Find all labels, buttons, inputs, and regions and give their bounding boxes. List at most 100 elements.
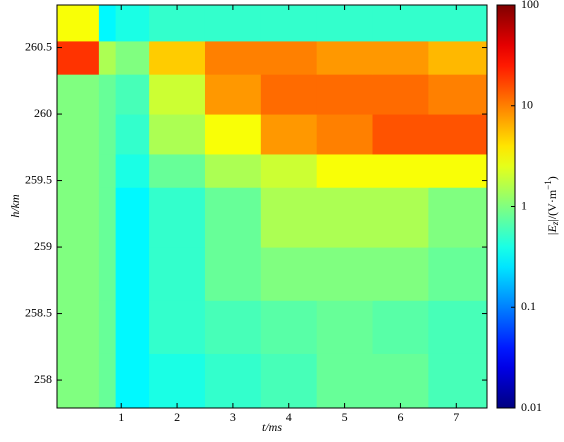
heat-cell xyxy=(98,153,117,188)
heat-cell xyxy=(428,247,488,301)
heat-cell xyxy=(149,5,206,42)
heat-cell xyxy=(204,74,262,115)
x-axis-label: t/ms xyxy=(262,420,282,434)
heat-cell xyxy=(372,153,429,188)
heat-cell xyxy=(115,353,150,409)
colorbar-label-part: ) xyxy=(545,176,559,180)
heat-cell xyxy=(260,353,318,409)
heat-cell xyxy=(115,187,150,248)
y-tick-label: 258 xyxy=(34,372,52,386)
heatmap xyxy=(57,5,488,409)
heat-cell xyxy=(57,300,100,354)
heat-cell xyxy=(260,300,318,354)
heat-cell xyxy=(316,5,374,42)
x-tick-label: 4 xyxy=(286,410,292,424)
colorbar-label-part: |E xyxy=(545,224,559,235)
y-axis-label: h/km xyxy=(8,194,22,218)
y-tick-label: 259.5 xyxy=(25,172,52,186)
colorbar-tick-label: 100 xyxy=(521,0,539,11)
heat-cell xyxy=(372,247,429,301)
heat-cell xyxy=(57,247,100,301)
heat-cell xyxy=(115,5,150,42)
heat-cell xyxy=(57,187,100,248)
heat-cell xyxy=(428,187,488,248)
y-tick-label: 259 xyxy=(34,239,52,253)
colorbar-tick-label: 1 xyxy=(521,198,527,212)
heat-cell xyxy=(204,153,262,188)
heat-cell xyxy=(98,74,117,115)
y-tick-label: 258.5 xyxy=(25,305,52,319)
heat-cell xyxy=(316,74,374,115)
heat-cell xyxy=(316,153,374,188)
heat-cell xyxy=(115,300,150,354)
heat-cell xyxy=(260,74,318,115)
heat-cell xyxy=(57,353,100,409)
heat-cell xyxy=(98,114,117,155)
heat-cell xyxy=(372,5,429,42)
heat-cell xyxy=(115,40,150,75)
x-tick-label: 7 xyxy=(453,410,459,424)
heat-cell xyxy=(57,40,100,75)
colorbar-label-part: −1 xyxy=(543,180,553,190)
heat-cell xyxy=(428,300,488,354)
colorbar-label-part: |/(V·m xyxy=(545,189,559,221)
heat-cell xyxy=(149,40,206,75)
x-tick-label: 1 xyxy=(118,410,124,424)
heat-cell xyxy=(316,300,374,354)
heat-cell xyxy=(260,187,318,248)
heat-cell xyxy=(149,74,206,115)
heat-cell xyxy=(204,114,262,155)
heat-cell xyxy=(57,114,100,155)
heat-cell xyxy=(372,40,429,75)
heat-cell xyxy=(149,187,206,248)
heat-cell xyxy=(115,247,150,301)
heat-cell xyxy=(428,353,488,409)
heat-cell xyxy=(428,114,488,155)
y-tick-label: 260.5 xyxy=(25,39,52,53)
heat-cell xyxy=(204,247,262,301)
heat-cell xyxy=(98,5,117,42)
heat-cell xyxy=(316,247,374,301)
x-tick-label: 3 xyxy=(230,410,236,424)
heat-cell xyxy=(115,74,150,115)
x-tick-label: 2 xyxy=(174,410,180,424)
heat-cell xyxy=(260,114,318,155)
heat-cell xyxy=(260,153,318,188)
heat-cell xyxy=(149,300,206,354)
heat-cell xyxy=(204,353,262,409)
colorbar-tick-label: 0.1 xyxy=(521,299,536,313)
heat-cell xyxy=(204,300,262,354)
heat-cell xyxy=(98,247,117,301)
heat-cell xyxy=(316,187,374,248)
colorbar-label-part: z xyxy=(550,221,560,226)
heat-cell xyxy=(98,300,117,354)
heat-cell xyxy=(149,153,206,188)
heat-cell xyxy=(372,114,429,155)
heat-cell xyxy=(57,74,100,115)
colorbar-tick-label: 0.01 xyxy=(521,400,542,414)
heat-cell xyxy=(428,40,488,75)
heat-cell xyxy=(149,114,206,155)
heat-cell xyxy=(372,187,429,248)
heat-cell xyxy=(57,5,100,42)
heat-cell xyxy=(316,40,374,75)
heat-cell xyxy=(204,187,262,248)
heat-cell xyxy=(316,353,374,409)
colorbar-tick-label: 10 xyxy=(521,98,533,112)
heat-cell xyxy=(204,40,262,75)
plot-frame xyxy=(56,4,488,409)
x-tick-label: 5 xyxy=(342,410,348,424)
heat-cell xyxy=(115,114,150,155)
heat-cell xyxy=(115,153,150,188)
heat-cell xyxy=(57,153,100,188)
heat-cell xyxy=(98,353,117,409)
colorbar-label: |Ez|/(V·m−1) xyxy=(543,176,560,235)
heat-cell xyxy=(428,74,488,115)
heat-cell xyxy=(149,247,206,301)
heat-cell xyxy=(149,353,206,409)
y-tick-label: 260 xyxy=(34,106,52,120)
heat-cell xyxy=(98,187,117,248)
heat-cell xyxy=(372,300,429,354)
heat-cell xyxy=(98,40,117,75)
